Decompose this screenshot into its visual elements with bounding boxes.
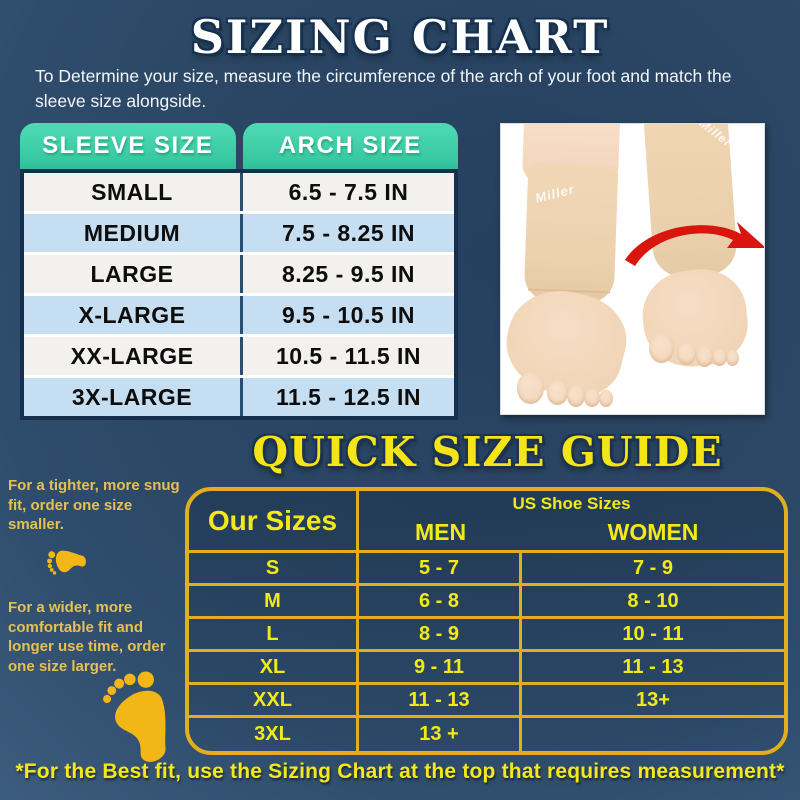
table-row: MEDIUM 7.5 - 8.25 IN	[24, 214, 454, 252]
sizing-table-header-row: SLEEVE SIZE ARCH SIZE	[20, 123, 458, 169]
table-row: 3X-LARGE 11.5 - 12.5 IN	[24, 378, 454, 416]
men-value: 6 - 8	[359, 586, 522, 619]
men-value: 8 - 9	[359, 619, 522, 652]
sleeve-size-value: MEDIUM	[24, 214, 240, 252]
product-photo: Miller Miller	[500, 123, 765, 415]
tip-order-larger: For a wider, more comfortable fit and lo…	[8, 599, 166, 675]
size-value: XL	[189, 652, 359, 685]
toe	[649, 334, 674, 363]
toe	[567, 385, 585, 407]
women-value: 10 - 11	[522, 619, 784, 652]
women-value: 13+	[522, 685, 784, 718]
sleeve-size-value: 3X-LARGE	[24, 378, 240, 416]
toe	[517, 372, 544, 404]
sleeve-size-value: SMALL	[24, 173, 240, 211]
arch-size-value: 6.5 - 7.5 IN	[240, 173, 454, 211]
toe	[599, 390, 613, 407]
sizing-table-body: SMALL 6.5 - 7.5 IN MEDIUM 7.5 - 8.25 IN …	[20, 169, 458, 420]
size-value: 3XL	[189, 718, 359, 751]
arch-size-value: 10.5 - 11.5 IN	[240, 337, 454, 375]
men-value: 5 - 7	[359, 553, 522, 586]
arch-size-value: 9.5 - 10.5 IN	[240, 296, 454, 334]
men-value: 11 - 13	[359, 685, 522, 718]
page-title: SIZING CHART	[190, 10, 610, 64]
sleeve-size-value: X-LARGE	[24, 296, 240, 334]
arch-size-value: 8.25 - 9.5 IN	[240, 255, 454, 293]
sleeve-size-value: LARGE	[24, 255, 240, 293]
women-value	[522, 718, 784, 751]
women-value: 8 - 10	[522, 586, 784, 619]
men-value: 9 - 11	[359, 652, 522, 685]
toe	[547, 380, 568, 405]
table-row: XX-LARGE 10.5 - 11.5 IN	[24, 337, 454, 375]
women-value: 11 - 13	[522, 652, 784, 685]
arch-size-column-header: ARCH SIZE	[242, 123, 458, 169]
women-value: 7 - 9	[522, 553, 784, 586]
women-column-header: WOMEN	[607, 519, 699, 545]
sleeve-size-value: XX-LARGE	[24, 337, 240, 375]
sleeve-size-column-header: SLEEVE SIZE	[20, 123, 236, 169]
table-row: LARGE 8.25 - 9.5 IN	[24, 255, 454, 293]
table-row: X-LARGE 9.5 - 10.5 IN	[24, 296, 454, 334]
men-column-header: MEN	[414, 519, 467, 545]
us-shoe-sizes-label: US Shoe Sizes	[512, 494, 631, 513]
footprint-icon-large	[103, 671, 166, 762]
table-row: SMALL 6.5 - 7.5 IN	[24, 173, 454, 211]
toe	[712, 348, 727, 366]
toe	[584, 388, 600, 407]
arch-size-value: 11.5 - 12.5 IN	[240, 378, 454, 416]
quick-size-guide-heading: QUICK SIZE GUIDE	[252, 428, 723, 476]
size-value: L	[189, 619, 359, 652]
toe	[696, 346, 713, 367]
footprint-icon-small	[47, 550, 86, 575]
men-value: 13 +	[359, 718, 522, 751]
size-value: M	[189, 586, 359, 619]
toe	[677, 342, 696, 365]
toe	[726, 350, 739, 366]
page-subtitle: To Determine your size, measure the circ…	[35, 66, 732, 111]
footer-note: *For the Best fit, use the Sizing Chart …	[15, 760, 785, 783]
quick-size-table: Our Sizes US Shoe Sizes MEN WOMEN S 5 - …	[185, 487, 788, 755]
tip-order-smaller: For a tighter, more snug fit, order one …	[8, 477, 180, 533]
rotate-arrow-icon	[625, 222, 764, 266]
sizing-table: SLEEVE SIZE ARCH SIZE SMALL 6.5 - 7.5 IN…	[20, 123, 458, 420]
arch-size-value: 7.5 - 8.25 IN	[240, 214, 454, 252]
us-shoe-sizes-header-group: US Shoe Sizes MEN WOMEN	[359, 491, 784, 553]
our-sizes-header: Our Sizes	[189, 491, 359, 553]
size-value: XXL	[189, 685, 359, 718]
size-value: S	[189, 553, 359, 586]
